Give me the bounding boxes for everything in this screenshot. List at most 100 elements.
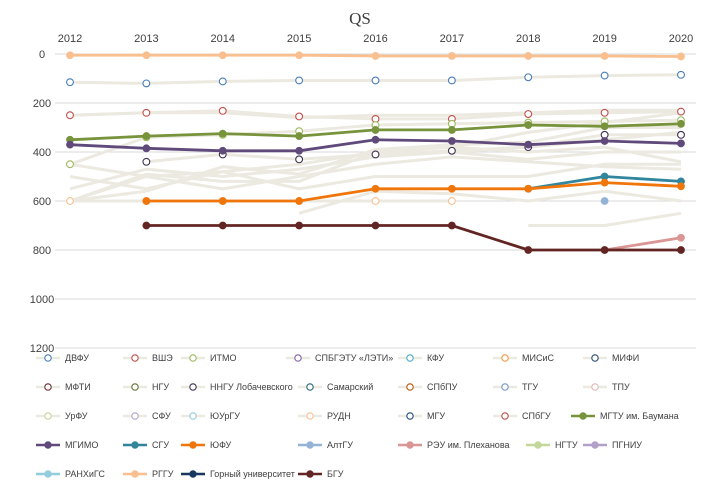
legend-swatch-icon [36, 354, 60, 362]
series-line [146, 224, 681, 252]
data-point [218, 129, 227, 138]
legend-label: НГУ [152, 382, 170, 392]
legend-swatch-icon [123, 354, 147, 362]
legend-swatch-icon [493, 383, 517, 391]
x-tick-label: 2012 [58, 33, 82, 45]
legend-item: АлтГУ [297, 438, 353, 452]
data-point [218, 146, 227, 155]
legend-swatch-icon [493, 412, 517, 420]
data-point [600, 197, 609, 205]
data-point [600, 178, 609, 187]
legend-label: УрФУ [65, 411, 88, 421]
legend-swatch-icon [181, 441, 205, 449]
data-point [447, 146, 456, 155]
y-tick-label: 1200 [30, 343, 54, 355]
legend-item: МИФИ [582, 351, 639, 365]
data-point [371, 126, 380, 134]
legend-swatch-icon [123, 383, 147, 391]
data-point [142, 79, 151, 88]
legend-swatch-icon [583, 383, 607, 391]
data-point [66, 140, 74, 149]
series-БГУ [142, 221, 685, 254]
x-tick-label: 2013 [134, 33, 158, 45]
legend-item: ТПУ [582, 380, 630, 394]
legend-swatch-icon [123, 412, 147, 420]
data-point [524, 110, 533, 118]
legend-item: НГТУ [525, 438, 578, 452]
data-point [371, 76, 380, 85]
data-point [295, 76, 304, 85]
legend-swatch-icon [398, 383, 422, 391]
data-point [142, 197, 151, 205]
legend-swatch-icon [298, 412, 322, 420]
background-series-line [528, 211, 682, 227]
data-point [218, 106, 227, 115]
data-point [142, 157, 151, 166]
legend-item: НГУ [122, 380, 169, 394]
data-point [66, 51, 74, 60]
data-point [295, 221, 304, 230]
data-point [66, 197, 74, 205]
data-point [371, 197, 380, 205]
legend-label: МГУ [427, 411, 446, 421]
legend-label: ДВФУ [65, 353, 89, 363]
data-point [218, 221, 227, 230]
data-point [66, 160, 74, 169]
legend-item: ПГНИУ [582, 438, 642, 452]
legend-label: СГУ [152, 440, 170, 450]
legend-item: СГУ [122, 438, 169, 452]
data-point [66, 78, 74, 87]
data-point [218, 77, 227, 86]
legend-item: ТГУ [492, 380, 538, 394]
series-line [604, 236, 682, 252]
x-tick-label: 2018 [516, 33, 540, 45]
legend-label: ТГУ [522, 382, 539, 392]
data-point [600, 52, 609, 60]
data-point [447, 221, 456, 230]
data-point [524, 140, 533, 149]
legend-swatch-icon [493, 354, 517, 362]
x-tick-label: 2016 [363, 33, 387, 45]
x-tick-label: 2015 [287, 33, 311, 45]
legend-item: ЮФУ [180, 438, 231, 452]
legend-swatch-icon [36, 441, 60, 449]
data-point [142, 51, 151, 60]
chart-title: QS [349, 9, 371, 28]
legend-label: МГИМО [65, 440, 99, 450]
data-point [371, 52, 380, 60]
legend-item: СПбГУ [492, 409, 551, 423]
data-point [447, 137, 456, 145]
legend-swatch-icon [583, 354, 607, 362]
legend-item: РЭУ им. Плеханова [397, 438, 510, 452]
legend-item: УрФУ [35, 409, 87, 423]
series-ВШЭ [66, 106, 685, 123]
data-point [295, 197, 304, 205]
data-point [677, 246, 685, 254]
data-point [677, 52, 685, 61]
data-point [142, 108, 151, 117]
legend-swatch-icon [36, 383, 60, 391]
legend-label: НГТУ [555, 440, 578, 450]
legend-item: ДВФУ [35, 351, 89, 365]
series-РГГУ [66, 51, 685, 61]
legend-label: СПБГЭТУ «ЛЭТИ» [315, 353, 394, 363]
x-tick-label: 2017 [440, 33, 464, 45]
data-point [524, 184, 533, 193]
background-series-line [69, 155, 682, 203]
legend-label: ИТМО [210, 353, 237, 363]
legend-swatch-icon [36, 412, 60, 420]
legend-swatch-icon [123, 470, 147, 478]
series-МГИМО [66, 135, 685, 155]
legend-item: МГУ [397, 409, 445, 423]
data-point [677, 182, 685, 191]
data-point [142, 221, 151, 230]
x-tick-label: 2019 [592, 33, 616, 45]
series-line [146, 133, 681, 164]
y-tick-label: 600 [33, 196, 51, 208]
data-point [677, 70, 685, 79]
legend-item: ЮУрГУ [180, 409, 240, 423]
legend-item: СФУ [122, 409, 171, 423]
data-point [371, 221, 380, 230]
legend-swatch-icon [36, 470, 60, 478]
legend-label: РЭУ им. Плеханова [427, 440, 510, 450]
